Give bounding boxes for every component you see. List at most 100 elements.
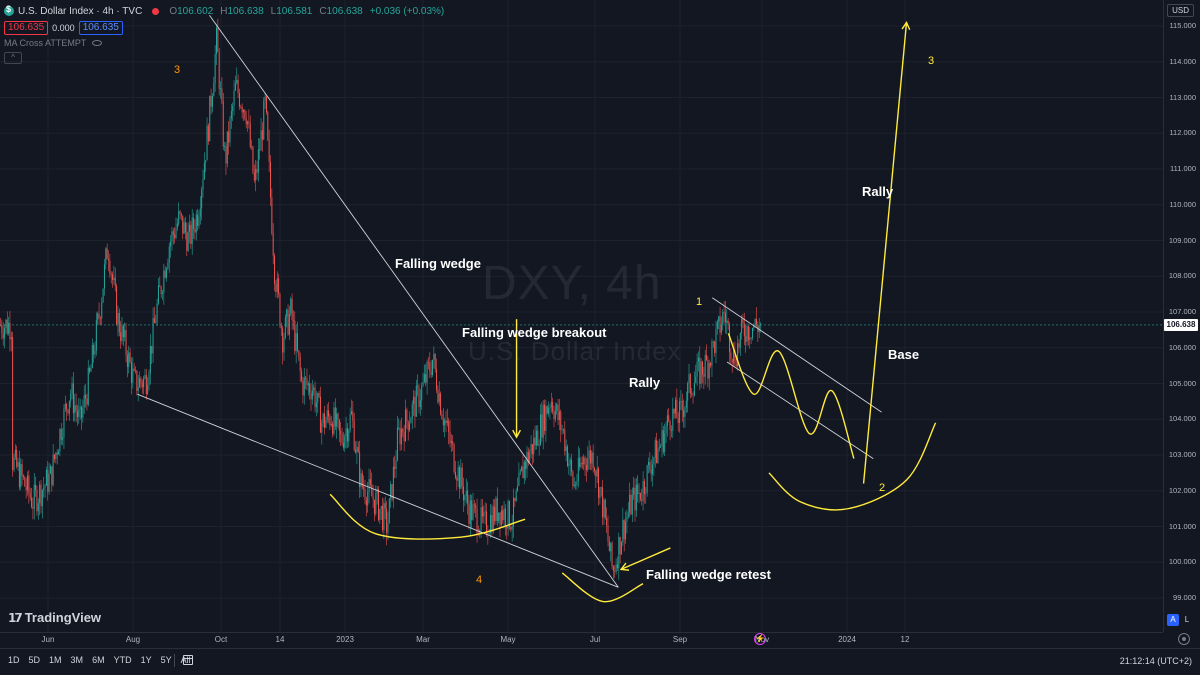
- candle-body: [442, 419, 444, 426]
- rally-projection-arrow[interactable]: [862, 22, 908, 484]
- candle-body: [279, 293, 281, 326]
- auto-scale-button[interactable]: A: [1167, 614, 1179, 626]
- candle-body: [45, 469, 47, 486]
- candle-body: [585, 465, 587, 470]
- candle-body: [265, 96, 267, 113]
- candle-body: [540, 414, 541, 445]
- eye-icon[interactable]: [92, 40, 103, 46]
- candle-body: [27, 475, 28, 491]
- range-button-ytd[interactable]: YTD: [113, 655, 132, 665]
- candle-body: [564, 429, 566, 452]
- price-tick-label: 103.000: [1168, 450, 1196, 459]
- chart-drawings[interactable]: [137, 15, 937, 603]
- log-scale-button[interactable]: L: [1184, 615, 1190, 624]
- range-button-all[interactable]: All: [180, 655, 191, 665]
- calendar-icon[interactable]: [183, 655, 193, 665]
- candle-body: [436, 369, 438, 390]
- collapse-legend-button[interactable]: ^: [4, 52, 22, 64]
- candle-body: [405, 409, 406, 441]
- annotation-falling-wedge[interactable]: Falling wedge: [395, 256, 481, 271]
- candle-body: [166, 268, 168, 278]
- candle-body: [230, 111, 232, 119]
- base-arc[interactable]: [768, 422, 937, 511]
- wave-label-1[interactable]: 1: [696, 296, 703, 308]
- range-button-1d[interactable]: 1D: [8, 655, 20, 665]
- wedge-lower-trendline[interactable]: [137, 393, 619, 588]
- annotation-rally-mid[interactable]: Rally: [629, 375, 661, 390]
- candle-body: [205, 160, 207, 163]
- currency-button[interactable]: USD: [1167, 4, 1194, 17]
- candle-body: [194, 229, 196, 233]
- retest-arrow[interactable]: [620, 547, 671, 571]
- candle-body: [687, 383, 689, 401]
- candle-body: [221, 88, 223, 102]
- candle-body: [712, 341, 714, 343]
- buy-button[interactable]: 106.635: [78, 21, 123, 35]
- candle-body: [282, 328, 284, 353]
- symbol-title[interactable]: U.S. Dollar Index · 4h · TVC: [18, 5, 143, 17]
- candle-body: [71, 383, 73, 394]
- price-tick-label: 100.000: [1168, 557, 1196, 567]
- wedge-upper-trendline[interactable]: [209, 15, 619, 588]
- candle-body: [184, 222, 186, 233]
- candle-body: [738, 343, 740, 348]
- projection-wave-path[interactable]: [727, 333, 855, 459]
- candle-body: [311, 390, 313, 400]
- channel-upper-trendline[interactable]: [712, 297, 882, 413]
- time-tick-label: Mar: [416, 635, 430, 644]
- wave-label-4[interactable]: 4: [476, 574, 483, 586]
- candle-body: [421, 385, 423, 401]
- candle-body: [367, 492, 369, 506]
- candle-body: [423, 374, 425, 382]
- candle-body: [523, 461, 525, 479]
- candle-body: [648, 461, 649, 466]
- price-tick-label: 115.000: [1169, 21, 1196, 30]
- range-button-1m[interactable]: 1M: [49, 655, 62, 665]
- candle-body: [746, 326, 748, 342]
- clock[interactable]: 21:12:14 (UTC+2): [1119, 656, 1192, 666]
- candle-body: [517, 485, 519, 491]
- annotation-rally-top[interactable]: Rally: [862, 184, 894, 199]
- price-axis[interactable]: 115.000 114.000 113.000 112.000 111.000 110.0…: [1163, 0, 1200, 632]
- candle-body: [546, 406, 548, 414]
- candle-body: [433, 353, 435, 360]
- candle-body: [218, 52, 220, 90]
- sell-button[interactable]: 106.635: [4, 21, 49, 35]
- indicator-name[interactable]: MA Cross ATTEMPT: [4, 38, 87, 48]
- annotation-base[interactable]: Base: [888, 347, 920, 362]
- time-tick-label: Jul: [589, 635, 601, 644]
- range-button-1y[interactable]: 1Y: [140, 655, 152, 665]
- range-button-3m[interactable]: 3M: [70, 655, 84, 665]
- candle-body: [743, 323, 745, 337]
- candle-body: [454, 471, 456, 478]
- scale-buttons: A L: [1167, 614, 1193, 626]
- time-axis[interactable]: Jun Aug Oct 14 2023 Mar May Jul Sep Nov 2024 12 ⚡: [0, 632, 1163, 647]
- lightning-icon[interactable]: ⚡: [754, 633, 766, 645]
- candle-body: [105, 248, 107, 265]
- wave-label-2[interactable]: 2: [879, 482, 886, 494]
- candle-body: [695, 376, 697, 384]
- candle-body: [714, 341, 716, 353]
- candle-body: [657, 448, 659, 464]
- wave-label-3-right[interactable]: 3: [928, 55, 935, 67]
- candle-body: [137, 387, 139, 392]
- bottom-arc-1[interactable]: [329, 493, 526, 540]
- range-button-5y[interactable]: 5Y: [160, 655, 172, 665]
- candle-body: [588, 450, 590, 459]
- annotation-falling-wedge-retest[interactable]: Falling wedge retest: [646, 567, 771, 582]
- candle-body: [129, 352, 131, 363]
- candle-body: [542, 404, 544, 438]
- candle-body: [372, 496, 374, 500]
- candle-body: [2, 333, 4, 339]
- settings-icon[interactable]: [1178, 633, 1190, 645]
- annotation-falling-wedge-breakout[interactable]: Falling wedge breakout: [462, 325, 607, 340]
- candle-body: [114, 277, 116, 287]
- candle-body: [557, 404, 559, 421]
- wave-label-3-left[interactable]: 3: [174, 64, 181, 76]
- range-button-6m[interactable]: 6M: [92, 655, 105, 665]
- range-button-5d[interactable]: 5D: [28, 655, 41, 665]
- candle-body: [560, 411, 562, 430]
- bottom-arc-2[interactable]: [561, 572, 644, 603]
- candle-body: [507, 501, 509, 529]
